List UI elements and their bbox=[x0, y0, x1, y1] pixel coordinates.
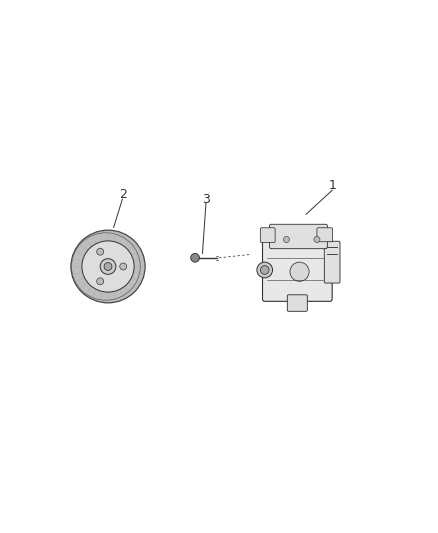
Circle shape bbox=[97, 248, 104, 255]
FancyBboxPatch shape bbox=[287, 295, 307, 311]
FancyBboxPatch shape bbox=[317, 228, 332, 241]
Circle shape bbox=[191, 254, 199, 262]
Circle shape bbox=[100, 259, 116, 274]
Polygon shape bbox=[71, 230, 145, 303]
Circle shape bbox=[97, 278, 104, 285]
FancyBboxPatch shape bbox=[269, 224, 327, 249]
Circle shape bbox=[104, 263, 112, 270]
Text: 1: 1 bbox=[328, 180, 336, 192]
FancyBboxPatch shape bbox=[324, 241, 340, 283]
Text: 2: 2 bbox=[119, 188, 127, 201]
FancyBboxPatch shape bbox=[260, 228, 275, 243]
Circle shape bbox=[290, 262, 309, 281]
Circle shape bbox=[120, 263, 127, 270]
Circle shape bbox=[257, 262, 272, 278]
Circle shape bbox=[283, 237, 290, 243]
Circle shape bbox=[260, 265, 269, 274]
Ellipse shape bbox=[82, 241, 134, 292]
FancyBboxPatch shape bbox=[262, 240, 332, 301]
Circle shape bbox=[314, 237, 320, 243]
Text: 3: 3 bbox=[202, 192, 210, 206]
